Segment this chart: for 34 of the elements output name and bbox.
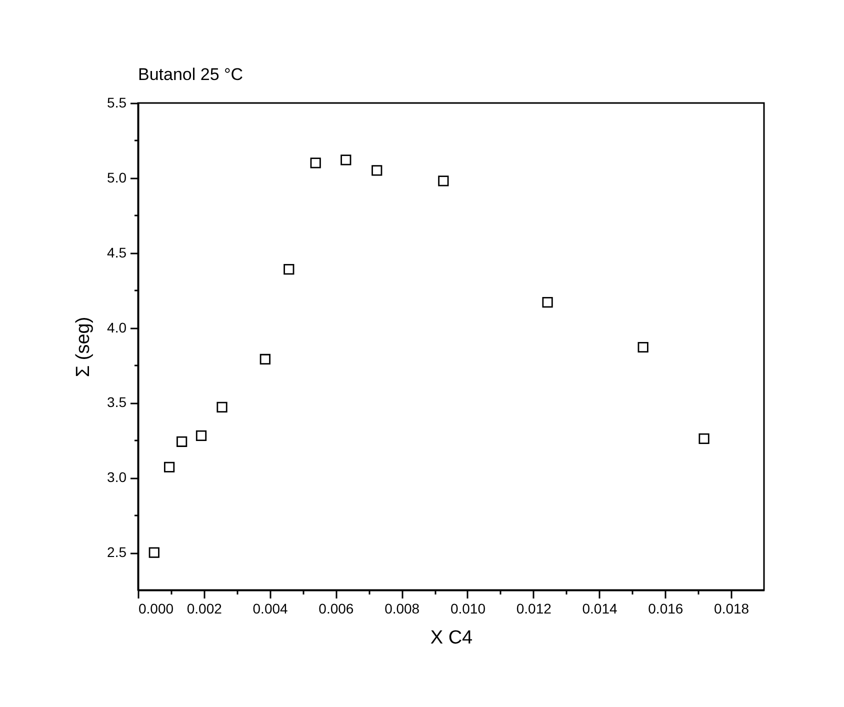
x-tick-label: 0.018 [714, 600, 750, 616]
x-axis-title: X C4 [430, 628, 474, 648]
point [698, 433, 710, 444]
point [542, 296, 553, 308]
x-tick-label: 0.012 [516, 600, 552, 616]
x-tick-label: 0.016 [648, 600, 684, 616]
point [438, 176, 449, 186]
y-tick-label: 3.0 [107, 469, 127, 486]
x-tick-label: 0.010 [450, 600, 486, 616]
y-tick-label: 5.0 [107, 169, 127, 186]
x-tick-label: 0.014 [582, 600, 618, 616]
x-tick-label: 0.002 [186, 600, 222, 616]
x-tick-label: 0.008 [384, 600, 420, 616]
point [196, 430, 207, 441]
point [176, 436, 188, 447]
y-tick-label: 2.5 [107, 544, 127, 560]
point [372, 165, 382, 176]
point [216, 402, 228, 412]
y-tick-label: 5.5 [107, 94, 127, 110]
y-tick-label: 3.5 [107, 394, 127, 410]
point [310, 158, 321, 168]
point [638, 342, 648, 353]
point [340, 154, 352, 166]
point [164, 462, 175, 472]
point [260, 354, 270, 365]
x-tick-label: 0.000 [138, 600, 174, 616]
point [148, 547, 160, 558]
x-tick-label: 0.006 [318, 600, 354, 616]
x-tick-label: 0.004 [252, 600, 288, 616]
y-tick-label: 4.5 [107, 244, 127, 260]
point [284, 264, 294, 275]
y-tick-label: 4.0 [107, 319, 127, 336]
chart-title: Butanol 25 °C [138, 65, 244, 84]
y-axis-title: Σ (seg) [73, 316, 94, 378]
